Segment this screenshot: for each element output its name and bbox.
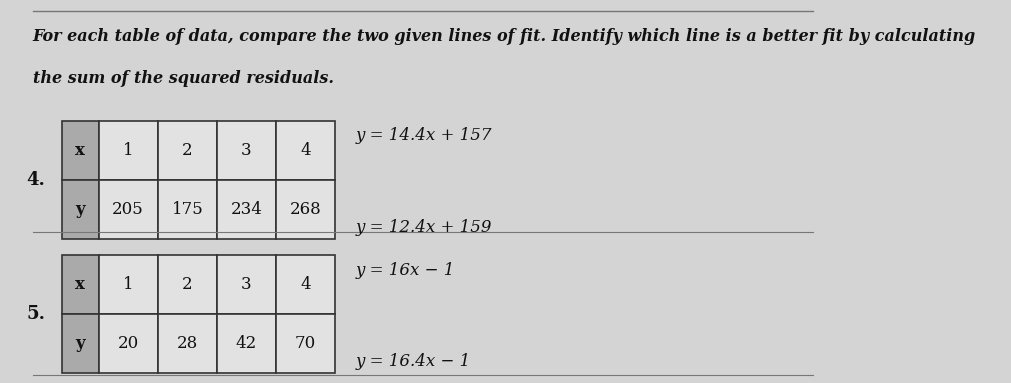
Text: 3: 3 bbox=[241, 276, 252, 293]
Text: 1: 1 bbox=[122, 276, 133, 293]
Text: 70: 70 bbox=[295, 335, 316, 352]
Bar bbox=[62, 255, 98, 314]
Bar bbox=[98, 121, 158, 180]
Text: the sum of the squared residuals.: the sum of the squared residuals. bbox=[32, 70, 334, 87]
Bar bbox=[276, 314, 335, 373]
Text: y: y bbox=[75, 335, 85, 352]
Text: 28: 28 bbox=[177, 335, 198, 352]
Bar bbox=[216, 314, 276, 373]
Bar bbox=[158, 255, 216, 314]
Bar bbox=[98, 314, 158, 373]
Bar bbox=[62, 180, 98, 239]
Text: 234: 234 bbox=[231, 201, 262, 218]
Bar bbox=[276, 121, 335, 180]
Text: y = 12.4x + 159: y = 12.4x + 159 bbox=[356, 219, 491, 236]
Text: 268: 268 bbox=[289, 201, 321, 218]
Text: 4: 4 bbox=[300, 276, 310, 293]
Bar bbox=[216, 121, 276, 180]
Bar bbox=[158, 121, 216, 180]
Text: 1: 1 bbox=[122, 142, 133, 159]
Text: y = 14.4x + 157: y = 14.4x + 157 bbox=[356, 128, 491, 144]
Text: y = 16x − 1: y = 16x − 1 bbox=[356, 262, 455, 278]
Bar bbox=[98, 255, 158, 314]
Bar bbox=[62, 314, 98, 373]
Text: 4: 4 bbox=[300, 142, 310, 159]
Bar bbox=[98, 180, 158, 239]
Text: 20: 20 bbox=[117, 335, 139, 352]
Bar bbox=[158, 314, 216, 373]
Text: 42: 42 bbox=[236, 335, 257, 352]
Text: y: y bbox=[75, 201, 85, 218]
Text: y = 16.4x − 1: y = 16.4x − 1 bbox=[356, 354, 470, 370]
Bar bbox=[216, 180, 276, 239]
Text: x: x bbox=[75, 142, 85, 159]
Text: 2: 2 bbox=[182, 276, 192, 293]
Text: For each table of data, compare the two given lines of fit. Identify which line : For each table of data, compare the two … bbox=[32, 28, 976, 45]
Text: 4.: 4. bbox=[26, 171, 45, 189]
Text: x: x bbox=[75, 276, 85, 293]
Bar bbox=[158, 180, 216, 239]
Text: 2: 2 bbox=[182, 142, 192, 159]
Bar bbox=[62, 121, 98, 180]
Text: 205: 205 bbox=[112, 201, 144, 218]
Text: 175: 175 bbox=[171, 201, 203, 218]
Bar bbox=[216, 255, 276, 314]
Text: 3: 3 bbox=[241, 142, 252, 159]
Bar bbox=[276, 255, 335, 314]
Text: 5.: 5. bbox=[26, 305, 45, 323]
Bar bbox=[276, 180, 335, 239]
